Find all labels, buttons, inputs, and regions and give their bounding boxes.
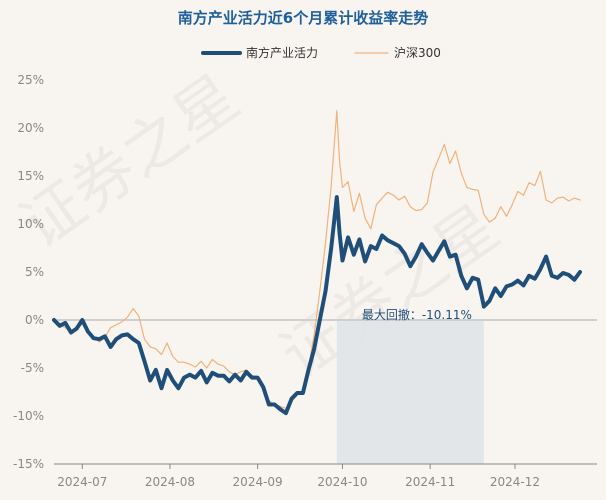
y-tick-label: 15% xyxy=(17,169,44,183)
watermark-text: 证券之星 xyxy=(7,60,252,262)
drawdown-label: 最大回撤：-10.11% xyxy=(362,307,472,322)
x-tick-label: 2024-07 xyxy=(57,475,107,489)
chart-title: 南方产业活力近6个月累计收益率走势 xyxy=(178,9,428,27)
y-tick-label: 20% xyxy=(17,121,44,135)
x-tick-label: 2024-10 xyxy=(317,475,367,489)
series-line-0 xyxy=(52,195,582,416)
y-tick-label: 0% xyxy=(25,313,44,327)
y-axis: -15% -10% -5% 0% 5% 10% 15% 20% 25% xyxy=(13,73,597,471)
x-tick-label: 2024-12 xyxy=(490,475,540,489)
y-tick-label: 5% xyxy=(25,265,44,279)
x-tick-label: 2024-08 xyxy=(145,475,195,489)
series-line-1 xyxy=(53,110,581,409)
x-tick-label: 2024-09 xyxy=(233,475,283,489)
y-tick-label: 10% xyxy=(17,217,44,231)
legend-label-1: 沪深300 xyxy=(394,46,441,60)
y-tick-label: -15% xyxy=(13,457,44,471)
legend: 南方产业活力 沪深300 xyxy=(201,45,441,60)
y-tick-label: -5% xyxy=(21,361,44,375)
series-lines xyxy=(52,110,582,416)
y-tick-label: 25% xyxy=(17,73,44,87)
drawdown-region xyxy=(336,320,484,464)
x-axis: 2024-07 2024-08 2024-09 2024-10 2024-11 2024-… xyxy=(54,463,597,489)
legend-label-0: 南方产业活力 xyxy=(246,45,318,60)
x-tick-label: 2024-11 xyxy=(405,475,455,489)
y-tick-label: -10% xyxy=(13,409,44,423)
